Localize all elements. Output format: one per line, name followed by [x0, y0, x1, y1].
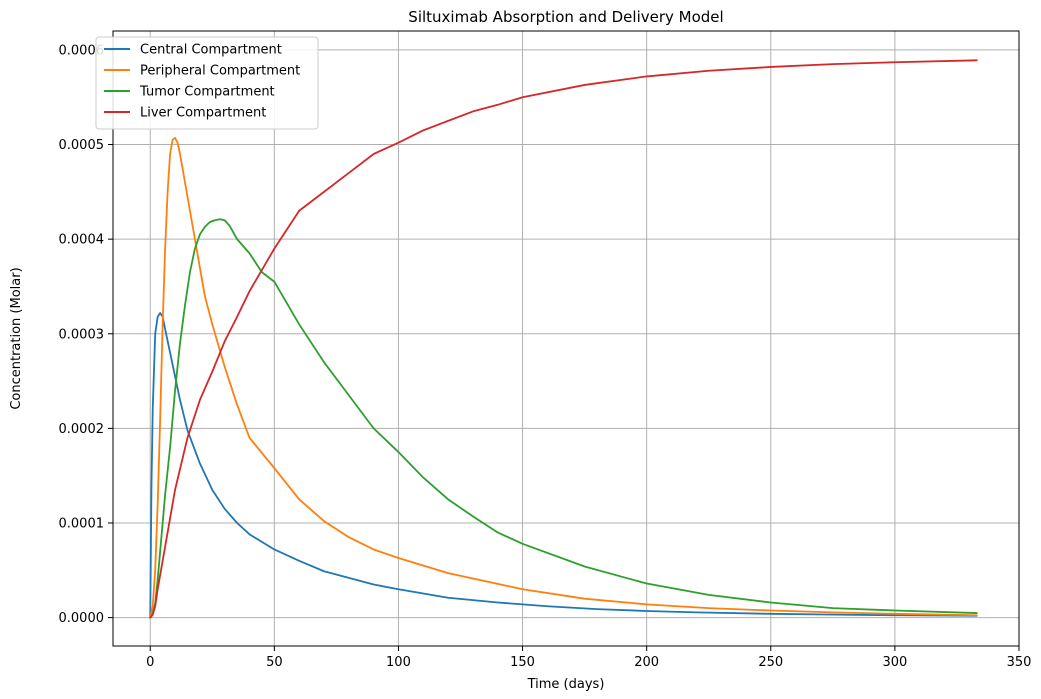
x-tick-label: 100 — [386, 655, 411, 670]
y-tick-label: 0.0000 — [59, 611, 105, 626]
legend: Central Compartment Peripheral Compartmen… — [95, 36, 319, 130]
y-tick-label: 0.0004 — [59, 233, 105, 248]
series-line-liver-compartment — [149, 59, 978, 619]
legend-label: Peripheral Compartment — [140, 64, 300, 79]
x-axis-title: Time (days) — [527, 677, 605, 692]
y-tick-label: 0.0001 — [59, 517, 105, 532]
legend-label: Tumor Compartment — [139, 85, 275, 100]
y-tick-label: 0.0006 — [59, 43, 105, 58]
y-tick-label: 0.0002 — [59, 422, 105, 437]
legend-label: Central Compartment — [140, 43, 282, 58]
series-line-peripheral-compartment — [149, 137, 978, 619]
series-layer — [149, 59, 978, 619]
x-tick-label: 200 — [634, 655, 659, 670]
x-tick-label: 250 — [758, 655, 783, 670]
x-tick-label: 0 — [146, 655, 154, 670]
x-tick-label: 350 — [1007, 655, 1032, 670]
series-line-tumor-compartment — [149, 218, 978, 619]
chart-title: Siltuximab Absorption and Delivery Model — [408, 8, 723, 26]
y-tick-label: 0.0003 — [59, 327, 105, 342]
legend-label: Liver Compartment — [140, 106, 266, 121]
x-tick-label: 50 — [266, 655, 283, 670]
y-axis-title: Concentration (Molar) — [9, 267, 24, 409]
series-line-central-compartment — [149, 312, 978, 619]
ticks: 0 50 100 150 200 250 300 350 0.0000 0.0001 0.0002 0… — [59, 43, 1032, 670]
x-tick-label: 150 — [510, 655, 535, 670]
plot-frame — [112, 30, 1020, 647]
y-tick-label: 0.0005 — [59, 138, 105, 153]
legend-box — [95, 36, 319, 130]
x-tick-label: 300 — [882, 655, 907, 670]
